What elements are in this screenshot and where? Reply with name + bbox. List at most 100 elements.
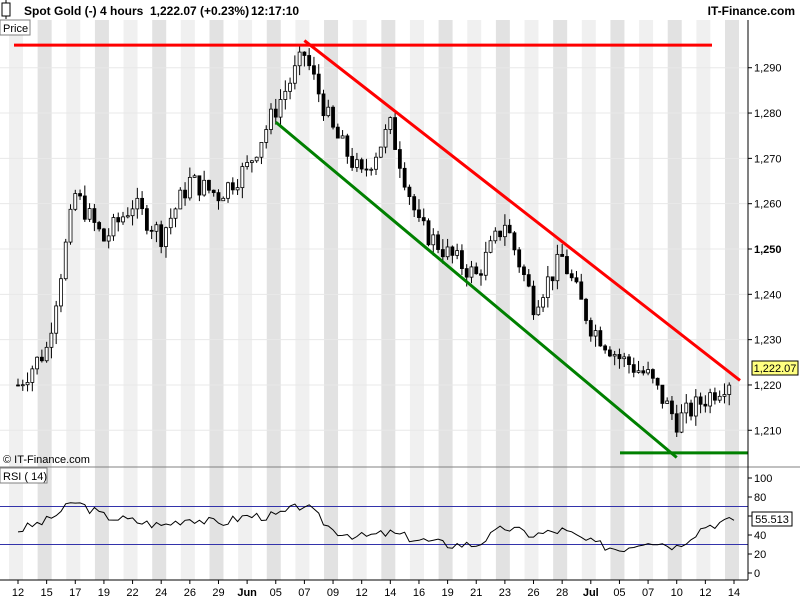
x-tick-label: 21 bbox=[470, 587, 482, 599]
x-tick-label: 14 bbox=[384, 587, 396, 599]
candle-body bbox=[703, 403, 708, 407]
rsi-tick-label: 100 bbox=[754, 473, 772, 485]
candle-body bbox=[698, 396, 703, 405]
candle-body bbox=[670, 400, 674, 415]
candle-body bbox=[359, 159, 364, 170]
candle-body bbox=[20, 384, 25, 387]
candle-body bbox=[502, 224, 507, 238]
candle-body bbox=[397, 149, 402, 169]
bull-icon bbox=[1, 0, 11, 19]
price-tick-label: 1,270 bbox=[754, 153, 782, 165]
candle-body bbox=[135, 197, 140, 210]
x-tick-label: 29 bbox=[212, 587, 224, 599]
candle-body bbox=[708, 392, 713, 407]
candle-body bbox=[684, 402, 689, 414]
band bbox=[495, 20, 510, 580]
band bbox=[123, 20, 138, 580]
band bbox=[266, 20, 281, 580]
x-tick-label: 14 bbox=[728, 587, 740, 599]
candle-body bbox=[111, 217, 116, 237]
last-price-label: 1,222.07 bbox=[754, 363, 797, 375]
candle-body bbox=[369, 168, 374, 171]
clock-time: 12:17:10 bbox=[251, 4, 299, 18]
candle-body bbox=[149, 229, 154, 232]
candle-body bbox=[140, 197, 145, 210]
candle-body bbox=[412, 196, 417, 211]
candle-body bbox=[321, 93, 326, 117]
candle-body bbox=[607, 349, 612, 357]
candle-body bbox=[159, 224, 164, 247]
x-axis: 12 15 17 19 22 24 26 29 Jun 05 07 09 12 14 16 19 21 23 26 2… bbox=[12, 580, 740, 599]
band bbox=[553, 20, 568, 580]
candle-body bbox=[569, 273, 574, 279]
candle-body bbox=[636, 370, 641, 373]
x-tick-label: 09 bbox=[327, 587, 339, 599]
candle-body bbox=[407, 186, 412, 198]
candle-body bbox=[130, 208, 135, 217]
candle-body bbox=[531, 285, 536, 316]
candle-body bbox=[207, 179, 211, 191]
x-tick-label: Jun bbox=[237, 587, 257, 599]
candle-body bbox=[221, 197, 226, 202]
x-tick-label: 24 bbox=[155, 587, 167, 599]
band bbox=[238, 20, 253, 580]
candle-body bbox=[388, 117, 393, 130]
candle-body bbox=[517, 249, 522, 268]
candle-body bbox=[125, 215, 130, 218]
x-tick-label: 12 bbox=[699, 587, 711, 599]
rsi-line bbox=[17, 502, 735, 553]
price-tick-label: 1,260 bbox=[754, 199, 782, 211]
candle-body bbox=[345, 135, 350, 157]
candle-body bbox=[479, 273, 483, 276]
candle-body bbox=[574, 277, 579, 283]
candle-body bbox=[355, 159, 359, 168]
band bbox=[180, 20, 195, 580]
band bbox=[725, 20, 739, 580]
candle-body bbox=[431, 234, 436, 246]
band bbox=[209, 20, 224, 580]
candle-body bbox=[378, 146, 383, 158]
rsi-grid bbox=[0, 506, 748, 545]
rsi-tick-label: 40 bbox=[754, 530, 766, 542]
band bbox=[581, 20, 596, 580]
candle-body bbox=[87, 208, 92, 220]
candle-body bbox=[469, 266, 474, 278]
candle-body bbox=[717, 395, 722, 401]
band bbox=[352, 20, 367, 580]
candle-body bbox=[402, 167, 407, 188]
candle-body bbox=[202, 179, 207, 196]
x-tick-label: 05 bbox=[270, 587, 282, 599]
x-tick-label: 16 bbox=[413, 587, 425, 599]
candle-body bbox=[235, 187, 240, 191]
candle-body bbox=[44, 346, 49, 362]
candle-body bbox=[297, 51, 302, 67]
candle-body bbox=[560, 254, 565, 257]
candle-body bbox=[727, 384, 732, 395]
price-tick-label: 1,220 bbox=[754, 380, 782, 392]
candle-body bbox=[440, 249, 445, 258]
candle-body bbox=[154, 224, 159, 232]
x-tick-label: Jul bbox=[583, 587, 599, 599]
candle-body bbox=[493, 230, 498, 242]
candle-body bbox=[512, 232, 517, 251]
candle-body bbox=[593, 330, 598, 337]
candle-body bbox=[641, 370, 646, 374]
rsi-last-marker: 55.513 bbox=[751, 511, 793, 527]
candle-body bbox=[436, 234, 440, 250]
candle-body bbox=[713, 392, 717, 401]
candle-body bbox=[483, 251, 488, 276]
candle-body bbox=[116, 217, 121, 223]
candle-body bbox=[584, 298, 588, 321]
header-bar bbox=[0, 0, 800, 20]
candle-body bbox=[326, 106, 331, 117]
candle-body bbox=[522, 266, 526, 276]
band bbox=[639, 20, 654, 580]
candle-body bbox=[211, 189, 216, 194]
candle-body bbox=[316, 73, 321, 95]
x-tick-label: 19 bbox=[441, 587, 453, 599]
x-tick-label: 10 bbox=[671, 587, 683, 599]
candle-body bbox=[622, 356, 627, 360]
trendlines bbox=[14, 39, 748, 459]
candle-body bbox=[650, 369, 655, 379]
x-tick-label: 12 bbox=[12, 587, 24, 599]
